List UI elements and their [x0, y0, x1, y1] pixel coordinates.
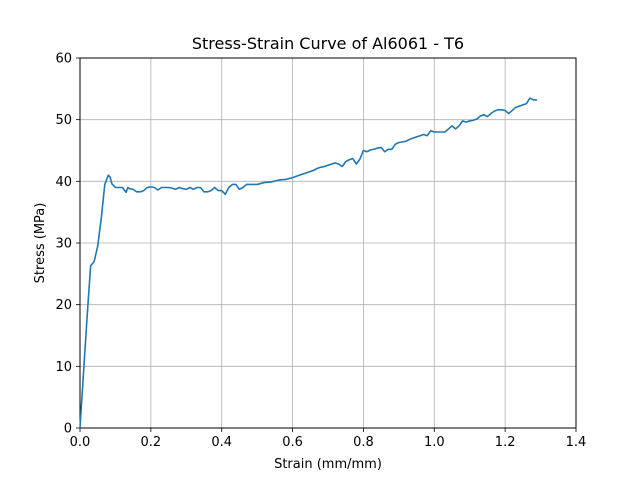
y-axis-ticks: 0 10 20 30 40 50 60 [55, 52, 80, 437]
x-tick-label: 0.2 [141, 435, 162, 450]
chart-title: Stress-Strain Curve of Al6061 - T6 [192, 34, 464, 53]
x-tick-label: 1.0 [424, 435, 445, 450]
x-tick-label: 0.6 [282, 435, 303, 450]
y-tick-label: 20 [55, 298, 72, 313]
y-tick-label: 30 [55, 237, 72, 252]
x-tick-label: 1.2 [495, 435, 516, 450]
x-axis-label: Strain (mm/mm) [274, 457, 382, 472]
x-axis-ticks: 0.0 0.2 0.4 0.6 0.8 1.0 1.2 1.4 [70, 428, 587, 450]
y-tick-label: 50 [55, 113, 72, 128]
x-tick-label: 0.8 [353, 435, 374, 450]
x-tick-label: 0.4 [211, 435, 232, 450]
y-axis-label: Stress (MPa) [33, 203, 48, 284]
grid-lines [79, 57, 577, 429]
y-tick-label: 0 [64, 422, 72, 437]
x-tick-label: 1.4 [566, 435, 587, 450]
y-tick-label: 10 [55, 360, 72, 375]
y-tick-label: 40 [55, 175, 72, 190]
stress-strain-line [79, 97, 538, 429]
x-tick-label: 0.0 [70, 435, 91, 450]
y-tick-label: 60 [55, 52, 72, 67]
